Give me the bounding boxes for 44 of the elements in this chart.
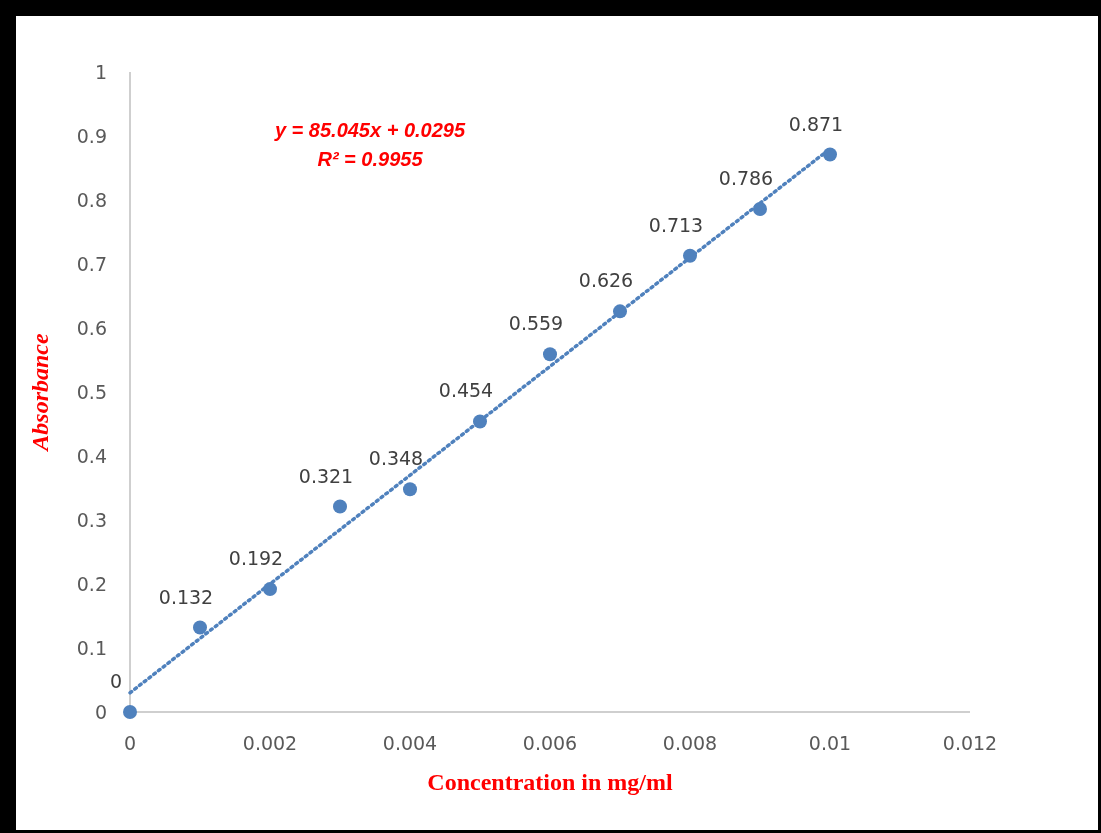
annotation: y = 85.045x + 0.0295 [273, 119, 466, 141]
x-tick-label: 0.01 [808, 732, 852, 754]
y-tick-label: 0.1 [76, 637, 107, 659]
x-tick-label: 0.008 [662, 732, 718, 754]
y-tick-label: 0.9 [76, 125, 107, 147]
y-tick-label: 0.5 [76, 381, 107, 403]
x-tick-label: 0.006 [522, 732, 578, 754]
annotation: R² = 0.9955 [317, 148, 424, 170]
point [683, 248, 697, 263]
x-tick-label: 0.012 [942, 732, 998, 754]
point [263, 582, 277, 597]
x-tick-label: 0.002 [242, 732, 298, 754]
y-tick-label: 0.3 [76, 509, 107, 531]
data-label: 0.559 [508, 312, 564, 335]
data-label: 0.871 [788, 112, 844, 135]
y-tick-label: 0 [94, 701, 107, 723]
data-label: 0.713 [648, 213, 704, 236]
y-tick-label: 0.8 [76, 189, 107, 211]
y-tick-label: 1 [94, 61, 107, 83]
y-tick-label: 0.4 [76, 445, 107, 467]
y-tick-label: 0.7 [76, 253, 107, 275]
point [613, 304, 627, 319]
data-label: 0.626 [578, 269, 634, 292]
data-label: 0.132 [158, 585, 214, 608]
point [823, 147, 837, 162]
point [123, 705, 137, 719]
point [403, 482, 417, 497]
data-label: 0.192 [228, 547, 284, 570]
point [193, 620, 207, 635]
x-tick-label: 0.004 [382, 732, 438, 754]
data-label: 0.321 [298, 464, 354, 487]
data-label: 0.786 [718, 166, 774, 189]
x-axis-title: Concentration in mg/ml [427, 769, 673, 795]
x-tick-label: 0 [123, 732, 137, 754]
point [753, 201, 767, 216]
point [543, 347, 557, 362]
data-label: 0.348 [368, 447, 424, 470]
y-tick-label: 0.6 [76, 317, 107, 339]
point [333, 499, 347, 514]
point [473, 414, 487, 429]
y-tick-label: 0.2 [76, 573, 107, 595]
y-axis-title: Absorbance [27, 332, 53, 453]
data-label: 0.454 [438, 379, 494, 402]
data-label: 0 [109, 670, 123, 692]
